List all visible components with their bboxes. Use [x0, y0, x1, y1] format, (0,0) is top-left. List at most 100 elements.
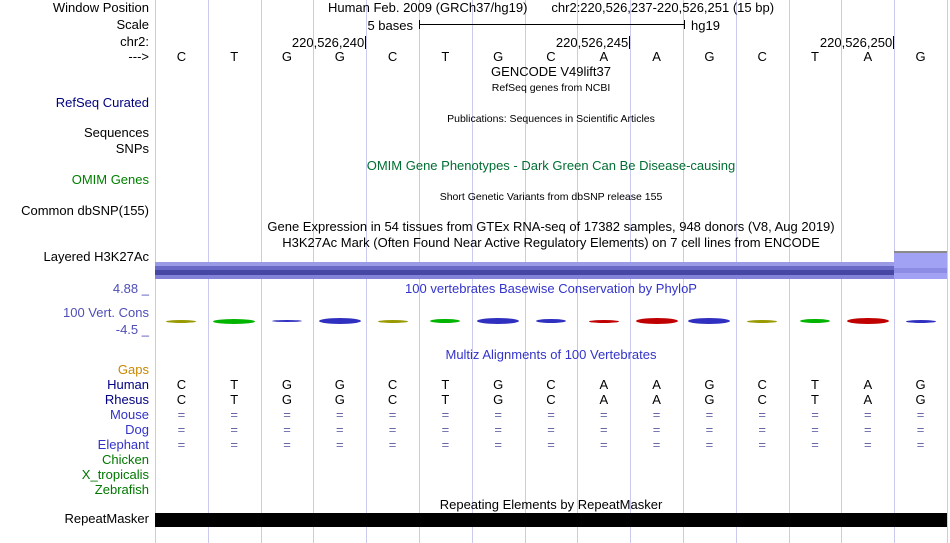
omim-genes-label[interactable]: OMIM Genes [71, 172, 149, 187]
species-label-dog[interactable]: Dog [125, 422, 149, 437]
species-label-elephant[interactable]: Elephant [97, 437, 149, 452]
reference-base: G [281, 49, 293, 64]
reference-base: T [230, 49, 239, 64]
alignment-cell: G [915, 377, 926, 392]
reference-base: G [493, 49, 504, 64]
alignment-cell: = [863, 422, 872, 437]
alignment-cell: = [916, 407, 925, 422]
alignment-cell: = [811, 407, 819, 422]
alignment-cell: G [281, 392, 293, 407]
alignment-cell: C [757, 377, 767, 392]
alignment-cell: C [176, 377, 187, 392]
refseq-curated-label[interactable]: RefSeq Curated [55, 95, 149, 110]
alignment-cell: = [811, 437, 819, 452]
alignment-cell: C [757, 392, 767, 407]
repeatmasker-label[interactable]: RepeatMasker [64, 511, 149, 526]
alignment-cell: = [863, 437, 872, 452]
common-dbsnp-label[interactable]: Common dbSNP(155) [21, 203, 149, 218]
repeatmasker-track-title: Repeating Elements by RepeatMasker [439, 497, 663, 512]
h3k27ac-layer-dark [155, 270, 894, 275]
species-label-zebrafish[interactable]: Zebrafish [94, 482, 149, 497]
alignment-cell: = [652, 437, 661, 452]
alignment-cell: = [283, 437, 291, 452]
ruler-tick [892, 36, 894, 49]
repeatmasker-track-bar[interactable] [155, 513, 947, 527]
alignment-cell: G [493, 377, 504, 392]
alignment-cell: = [335, 422, 344, 437]
reference-base: T [441, 49, 450, 64]
alignment-cell: = [652, 422, 661, 437]
phylop-max-label: 4.88 _ [112, 281, 149, 296]
alignment-cell: C [546, 377, 556, 392]
species-label-gaps[interactable]: Gaps [117, 362, 149, 377]
alignment-cell: = [335, 437, 344, 452]
ruler-tick [364, 36, 366, 49]
reference-base: C [757, 49, 767, 64]
alignment-cell: = [283, 407, 291, 422]
phylop-mark [747, 319, 778, 323]
reference-base: C [387, 49, 398, 64]
alignment-cell: T [811, 377, 819, 392]
species-label-mouse[interactable]: Mouse [109, 407, 149, 422]
vert-cons-label[interactable]: 100 Vert. Cons [63, 305, 149, 320]
refseq-track-title: RefSeq genes from NCBI [491, 82, 611, 94]
alignment-cell: = [599, 407, 608, 422]
phylop-mark [477, 318, 520, 324]
alignment-cell: = [599, 437, 608, 452]
alignment-cell: = [547, 437, 555, 452]
alignment-cell: = [758, 437, 766, 452]
alignment-cell: T [230, 377, 239, 392]
alignment-cell: = [177, 407, 186, 422]
alignment-cell: C [387, 377, 398, 392]
alignment-cell: T [441, 392, 450, 407]
alignment-cell: A [863, 377, 873, 392]
alignment-cell: A [599, 377, 609, 392]
alignment-cell: T [230, 392, 239, 407]
alignment-cell: = [599, 422, 608, 437]
alignment-cell: = [547, 422, 555, 437]
chrom-label: chr2: [120, 34, 149, 49]
species-label-rhesus[interactable]: Rhesus [104, 392, 149, 407]
layered-h3k27ac-label[interactable]: Layered H3K27Ac [43, 249, 149, 264]
alignment-cell: C [176, 392, 187, 407]
base-gridline [947, 0, 948, 543]
alignment-cell: C [387, 392, 398, 407]
alignment-cell: = [494, 422, 502, 437]
reference-base: A [863, 49, 873, 64]
alignment-cell: G [334, 377, 345, 392]
h3k27ac-peak [894, 253, 947, 279]
h3k27ac-layer-bottom [155, 275, 894, 279]
alignment-cell: = [441, 422, 450, 437]
gtex-track-title: Gene Expression in 54 tissues from GTEx … [267, 219, 835, 234]
assembly-name: Human Feb. 2009 (GRCh37/hg19) [327, 0, 528, 15]
h3k27ac-layer-mid [155, 266, 894, 270]
window-position-label: Window Position [52, 0, 149, 15]
publications-track-title: Publications: Sequences in Scientific Ar… [447, 113, 655, 125]
alignment-cell: = [230, 422, 238, 437]
window-coordinates: chr2:220,526,237-220,526,251 (15 bp) [551, 0, 775, 15]
reference-base: G [334, 49, 345, 64]
species-label-chicken[interactable]: Chicken [102, 452, 149, 467]
reference-base: G [915, 49, 926, 64]
alignment-cell: T [441, 377, 450, 392]
alignment-cell: = [916, 437, 925, 452]
ruler-tick [628, 36, 630, 49]
alignment-cell: G [493, 392, 504, 407]
multiz-track-title: Multiz Alignments of 100 Vertebrates [445, 347, 657, 362]
snps-label[interactable]: SNPs [115, 141, 149, 156]
sequences-label[interactable]: Sequences [83, 125, 149, 140]
alignment-cell: = [705, 422, 714, 437]
alignment-cell: = [388, 407, 397, 422]
alignment-cell: = [177, 422, 186, 437]
scale-value: 5 bases [367, 18, 413, 33]
species-label-x_tropicalis[interactable]: X_tropicalis [81, 467, 149, 482]
alignment-cell: G [281, 377, 293, 392]
alignment-cell: C [546, 392, 556, 407]
gencode-track-title: GENCODE V49lift37 [491, 64, 611, 79]
alignment-cell: = [441, 407, 450, 422]
alignment-cell: G [334, 392, 345, 407]
species-label-human[interactable]: Human [107, 377, 149, 392]
alignment-cell: = [441, 437, 450, 452]
strand-arrow: ---> [128, 49, 149, 64]
alignment-cell: = [388, 422, 397, 437]
